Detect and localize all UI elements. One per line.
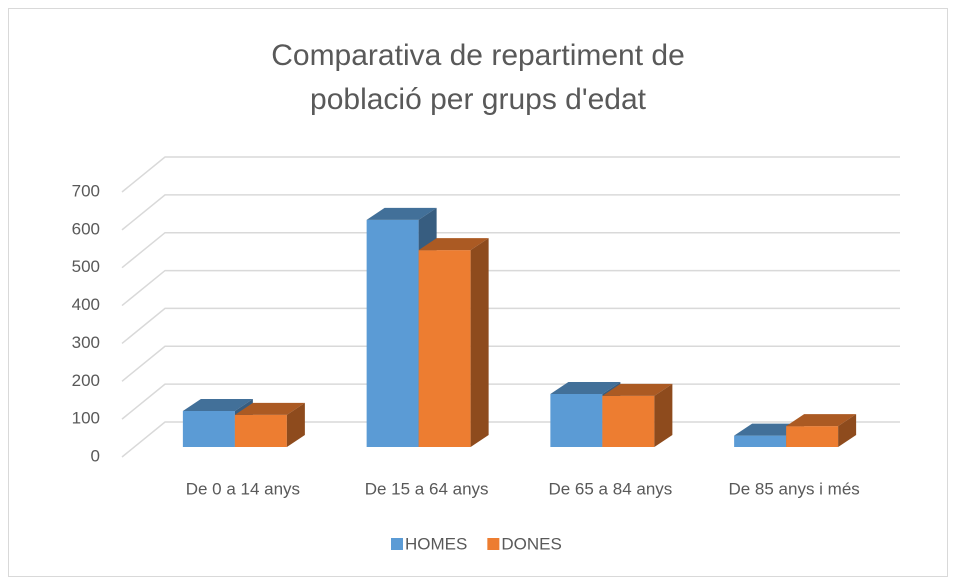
grid-line xyxy=(121,156,900,193)
bar-face xyxy=(470,238,489,447)
y-tick-label: 600 xyxy=(72,219,100,238)
grid-line xyxy=(121,231,900,269)
bar-face xyxy=(786,414,857,427)
bar xyxy=(602,383,673,447)
bar-face xyxy=(366,219,419,447)
y-tick-label: 200 xyxy=(72,371,100,390)
bar-face xyxy=(786,426,839,447)
grid-line xyxy=(121,307,900,345)
y-tick-label: 0 xyxy=(91,446,100,465)
x-tick-label: De 15 a 64 anys xyxy=(365,479,489,498)
y-tick-label: 500 xyxy=(72,257,100,276)
y-tick-label: 700 xyxy=(72,181,100,200)
legend-swatch xyxy=(391,538,403,550)
y-tick-label: 400 xyxy=(72,295,100,314)
bar-face xyxy=(602,395,655,447)
bar-face xyxy=(654,383,673,447)
bar xyxy=(418,238,489,447)
bar-face xyxy=(550,382,621,394)
y-tick-label: 300 xyxy=(72,333,100,352)
bar-face xyxy=(550,394,603,447)
bar-face xyxy=(418,250,471,447)
legend-label: DONES xyxy=(501,534,561,553)
x-tick-label: De 65 a 84 anys xyxy=(548,479,672,498)
bar-face xyxy=(734,435,787,447)
grid-line xyxy=(121,345,900,382)
bar-face xyxy=(182,411,235,447)
grid-line xyxy=(121,194,900,231)
chart-title: Comparativa de repartiment de població p… xyxy=(271,39,685,116)
bar-face xyxy=(234,402,305,415)
bar-face xyxy=(182,399,253,412)
x-tick-label: De 85 anys i més xyxy=(728,479,859,498)
x-tick-label: De 0 a 14 anys xyxy=(186,479,300,498)
bar-face xyxy=(418,238,489,251)
legend-swatch xyxy=(487,538,500,550)
grid-line xyxy=(121,269,900,307)
y-tick-label: 100 xyxy=(72,409,100,428)
legend-label: HOMES xyxy=(405,534,467,553)
bar-face xyxy=(366,207,437,220)
bar-face xyxy=(286,402,305,447)
bar-face xyxy=(838,414,857,447)
bar xyxy=(234,402,305,447)
bar-face xyxy=(602,383,673,396)
bar xyxy=(786,414,857,447)
bar-face xyxy=(234,414,287,447)
